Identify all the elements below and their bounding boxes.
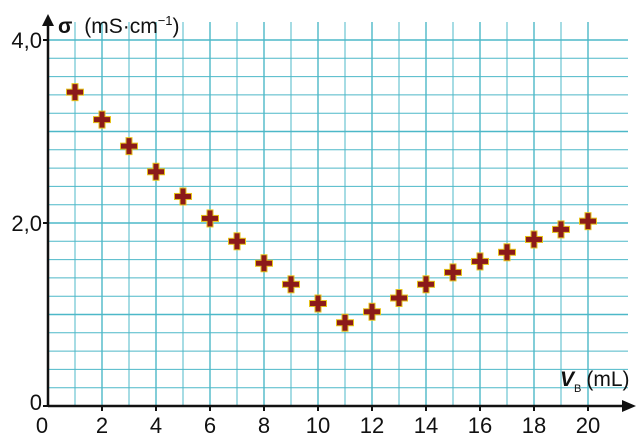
- data-point: [201, 209, 219, 228]
- x-axis-title: VB (mL): [560, 368, 630, 395]
- data-point: [552, 220, 570, 239]
- data-point-bar-v: [558, 221, 564, 238]
- data-point-bar-v: [423, 276, 429, 293]
- data-point-bar-v: [477, 253, 483, 270]
- data-point: [444, 263, 462, 282]
- data-point: [336, 313, 354, 332]
- x-tick-label: 14: [414, 413, 438, 438]
- data-point-bar-v: [396, 290, 402, 307]
- x-tick-label: 0: [36, 413, 48, 438]
- y-axis-unit: (mS·cm: [84, 15, 157, 38]
- data-point-bar-v: [342, 314, 348, 331]
- data-point: [471, 252, 489, 271]
- chart-axes: [42, 14, 636, 412]
- y-axis-unit-exponent: −1: [158, 13, 173, 28]
- y-axis-unit-close: ): [173, 15, 180, 38]
- x-tick-label: 2: [96, 413, 108, 438]
- y-axis-title: σ (mS·cm−1): [58, 13, 180, 38]
- x-tick-label: 12: [360, 413, 384, 438]
- x-axis-symbol: V: [560, 368, 576, 391]
- y-axis-symbol: σ: [58, 15, 72, 38]
- data-point-bar-v: [180, 188, 186, 205]
- y-tick-label: 4,0: [11, 28, 42, 53]
- data-point: [417, 275, 435, 294]
- data-point-bar-v: [234, 233, 240, 250]
- data-point-bar-v: [261, 255, 267, 272]
- x-tick-label: 8: [258, 413, 270, 438]
- data-point: [66, 83, 84, 102]
- data-point-bar-v: [504, 244, 510, 261]
- data-point-bar-v: [585, 213, 591, 230]
- y-axis-arrow: [42, 14, 54, 26]
- data-points: [66, 83, 597, 332]
- x-tick-label: 10: [306, 413, 330, 438]
- data-point: [525, 230, 543, 249]
- data-point: [120, 137, 138, 156]
- data-point: [282, 275, 300, 294]
- x-tick-label: 18: [522, 413, 546, 438]
- data-point: [498, 243, 516, 262]
- chart-grid: [48, 22, 628, 406]
- x-tick-label: 4: [150, 413, 162, 438]
- x-tick-label: 20: [576, 413, 600, 438]
- x-axis-arrow: [622, 400, 636, 412]
- data-point: [579, 212, 597, 231]
- data-point-bar-v: [450, 264, 456, 281]
- x-tick-label: 6: [204, 413, 216, 438]
- data-point-bar-v: [99, 111, 105, 128]
- data-point-bar-v: [288, 276, 294, 293]
- x-axis-subscript: B: [574, 383, 581, 395]
- x-axis-unit: (mL): [586, 368, 629, 391]
- x-tick-label: 16: [468, 413, 492, 438]
- tick-labels: 0 2 4 6 8 10 12 14 16 18 20 0 2,0 4,0: [11, 28, 600, 438]
- data-point-bar-v: [369, 303, 375, 320]
- data-point-bar-v: [531, 231, 537, 248]
- data-point: [390, 289, 408, 308]
- data-point: [255, 254, 273, 273]
- data-point: [363, 302, 381, 321]
- data-point-bar-v: [315, 295, 321, 312]
- data-point-bar-v: [207, 210, 213, 227]
- data-point-bar-v: [72, 84, 78, 101]
- data-point: [228, 232, 246, 251]
- data-point: [309, 294, 327, 313]
- data-point: [174, 187, 192, 206]
- data-point: [93, 110, 111, 129]
- data-point-bar-v: [126, 138, 132, 155]
- y-tick-label: 2,0: [11, 211, 42, 236]
- data-point-bar-v: [153, 163, 159, 180]
- data-point: [147, 162, 165, 181]
- y-tick-label: 0: [30, 390, 42, 415]
